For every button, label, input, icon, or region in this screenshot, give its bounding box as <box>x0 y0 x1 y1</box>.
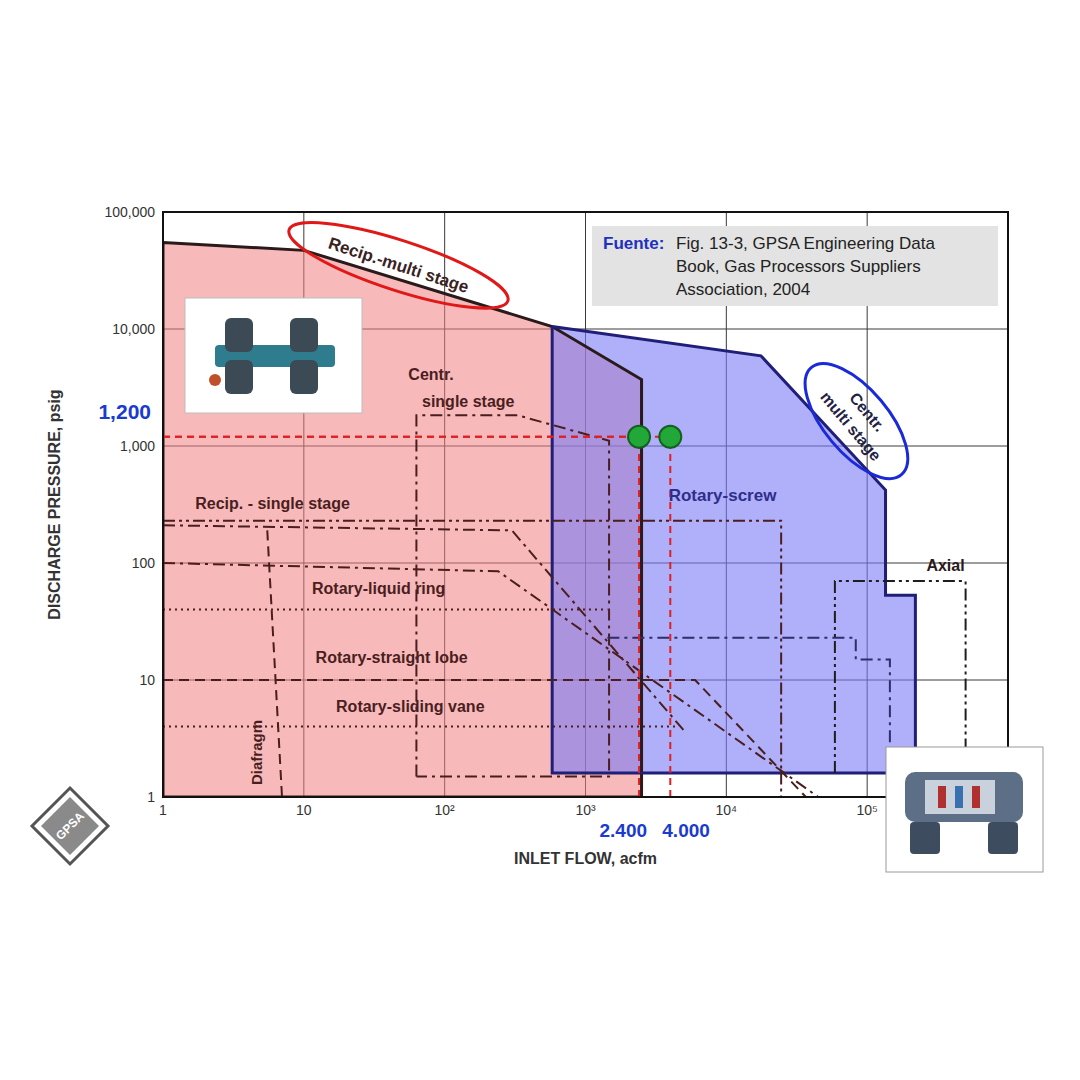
svg-text:GPSA: GPSA <box>53 809 87 843</box>
svg-text:Rotary-screw: Rotary-screw <box>669 486 777 505</box>
svg-text:Centr.: Centr. <box>846 389 889 435</box>
svg-text:Centr.: Centr. <box>408 366 453 383</box>
svg-text:4.000: 4.000 <box>662 820 710 841</box>
svg-text:Axial: Axial <box>926 557 964 574</box>
svg-text:10³: 10³ <box>575 802 596 818</box>
svg-text:10: 10 <box>296 802 312 818</box>
svg-text:INLET FLOW, acfm: INLET FLOW, acfm <box>514 850 657 867</box>
svg-text:Rotary-liquid ring: Rotary-liquid ring <box>312 580 445 597</box>
svg-text:Recip.-multi stage: Recip.-multi stage <box>326 234 471 297</box>
svg-text:Diafragm: Diafragm <box>248 720 265 785</box>
svg-text:2.400: 2.400 <box>599 820 647 841</box>
svg-text:multi stage: multi stage <box>817 388 884 464</box>
svg-text:Fig. 13-3, GPSA Engineering Da: Fig. 13-3, GPSA Engineering Data <box>676 234 935 253</box>
svg-text:100,000: 100,000 <box>104 204 155 220</box>
svg-text:10⁵: 10⁵ <box>856 802 877 818</box>
svg-text:1,000: 1,000 <box>120 438 155 454</box>
svg-text:100: 100 <box>132 555 156 571</box>
svg-text:10²: 10² <box>435 802 456 818</box>
svg-text:1: 1 <box>147 789 155 805</box>
svg-text:10⁴: 10⁴ <box>716 802 738 818</box>
svg-text:10,000: 10,000 <box>112 321 155 337</box>
svg-text:1: 1 <box>159 802 167 818</box>
svg-text:single stage: single stage <box>422 393 515 410</box>
svg-text:Rotary-straight lobe: Rotary-straight lobe <box>316 649 468 666</box>
svg-text:DISCHARGE PRESSURE, psig: DISCHARGE PRESSURE, psig <box>46 389 63 619</box>
svg-text:Book, Gas Processors Suppliers: Book, Gas Processors Suppliers <box>676 257 921 276</box>
svg-text:Recip. - single stage: Recip. - single stage <box>195 495 350 512</box>
svg-text:Fuente:: Fuente: <box>603 234 664 253</box>
svg-text:1,200: 1,200 <box>98 400 151 423</box>
svg-text:10: 10 <box>139 672 155 688</box>
svg-text:Rotary-sliding vane: Rotary-sliding vane <box>336 698 485 715</box>
svg-text:Association, 2004: Association, 2004 <box>676 280 810 299</box>
